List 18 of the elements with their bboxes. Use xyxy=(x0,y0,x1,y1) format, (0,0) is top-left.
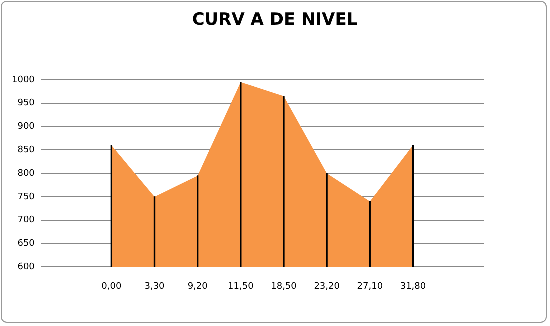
x-tick-label: 0,00 xyxy=(102,282,122,292)
y-tick-label: 800 xyxy=(18,168,36,179)
x-tick-label: 3,30 xyxy=(144,282,166,292)
x-tick-label: 9,20 xyxy=(188,282,208,292)
x-tick-label: 23,20 xyxy=(314,282,340,292)
y-tick-label: 950 xyxy=(18,98,36,109)
chart-title: CURV A DE NIVEL xyxy=(191,10,359,30)
y-tick-label: 850 xyxy=(18,146,36,156)
y-tick-label: 900 xyxy=(18,122,36,132)
x-tick-label: 18,50 xyxy=(271,282,298,292)
y-tick-label: 750 xyxy=(18,192,36,202)
x-tick-label: 11,50 xyxy=(228,282,254,292)
y-tick-label: 600 xyxy=(18,262,36,273)
y-tick-label: 1000 xyxy=(12,75,36,86)
y-tick-label: 700 xyxy=(18,216,36,226)
x-tick-label: 27,10 xyxy=(357,282,384,292)
x-tick-label: 31,80 xyxy=(400,282,426,292)
y-tick-label: 650 xyxy=(18,239,36,250)
